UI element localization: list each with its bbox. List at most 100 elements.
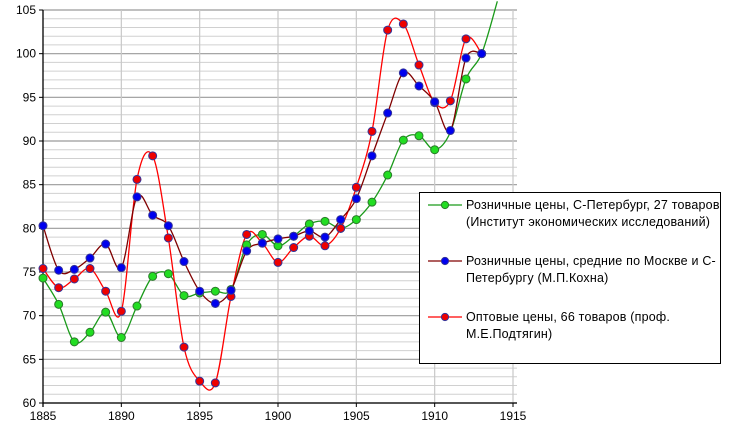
series-wholesale-point — [179, 342, 189, 352]
series-wholesale-point — [38, 264, 48, 274]
series-kokhn-retail-point — [445, 126, 455, 136]
series-wholesale-point — [445, 96, 455, 106]
series-kokhn-retail-point — [430, 97, 440, 107]
series-wholesale-point — [69, 274, 79, 284]
series-spb-retail-point — [38, 273, 48, 283]
series-spb-retail-point — [430, 145, 440, 155]
series-kokhn-retail-point — [85, 253, 95, 263]
series-kokhn-retail-point — [132, 192, 142, 202]
y-tick-label: 65 — [23, 352, 37, 366]
series-wholesale-point — [242, 229, 252, 239]
series-markers — [38, 19, 487, 388]
series-spb-retail-point — [383, 170, 393, 180]
series-kokhn-retail-point — [179, 257, 189, 267]
series-kokhn-retail-point — [54, 265, 64, 275]
series-wholesale-point — [163, 233, 173, 243]
series-wholesale-point — [195, 376, 205, 386]
x-tick-label: 1895 — [186, 409, 213, 423]
series-kokhn-retail-point — [320, 232, 330, 242]
series-spb-retail-point — [69, 337, 79, 347]
series-kokhn-retail-point — [304, 226, 314, 236]
series-spb-retail-point — [351, 215, 361, 225]
x-tick-label: 1910 — [421, 409, 448, 423]
series-kokhn-retail-point — [273, 234, 283, 244]
series-kokhn-retail-point — [69, 264, 79, 274]
axes: 60 65 70 75 80 85 90 95 100 105 1885 1890 1895 1900 19… — [16, 3, 527, 423]
series-kokhn-retail-point — [414, 81, 424, 91]
y-tick-label: 85 — [23, 178, 37, 192]
series-kokhn-retail-point — [336, 215, 346, 225]
legend-item-kokhn-retail: Розничные цены, средние по Москве и С-Пе… — [428, 253, 721, 287]
series-kokhn-retail-point — [242, 246, 252, 256]
series-kokhn-retail-point — [148, 210, 158, 220]
y-tick-label: 105 — [16, 3, 36, 17]
series-kokhn-retail-point — [226, 285, 236, 295]
series-wholesale-point — [367, 126, 377, 136]
series-kokhn-retail-point — [210, 298, 220, 308]
legend-label: Оптовые цены, 66 товаров (проф. М.Е.Подт… — [466, 310, 671, 341]
x-tick-label: 1915 — [500, 409, 527, 423]
series-spb-retail-point — [101, 307, 111, 317]
series-spb-retail-point — [163, 269, 173, 279]
series-spb-retail-point — [85, 327, 95, 337]
series-wholesale-point — [148, 151, 158, 161]
series-spb-retail-point — [257, 229, 267, 239]
series-kokhn-retail-point — [38, 221, 48, 231]
series-wholesale-point — [132, 174, 142, 184]
series-wholesale-point — [336, 223, 346, 233]
series-kokhn-retail-point — [289, 231, 299, 241]
series-kokhn-retail-point — [195, 286, 205, 296]
series-wholesale-point — [398, 19, 408, 29]
series-spb-retail-point — [461, 74, 471, 84]
series-wholesale-point — [273, 257, 283, 267]
series-kokhn-retail-point — [163, 221, 173, 231]
y-tick-label: 95 — [23, 90, 37, 104]
legend-marker-green — [428, 200, 462, 210]
y-tick-label: 75 — [23, 265, 37, 279]
series-wholesale-point — [54, 283, 64, 293]
x-tick-label: 1900 — [265, 409, 292, 423]
legend: Розничные цены, С-Петербург, 27 товаров … — [419, 192, 721, 364]
series-wholesale-point — [210, 378, 220, 388]
series-kokhn-retail-point — [257, 238, 267, 248]
series-kokhn-retail-point — [477, 49, 487, 59]
x-tick-label: 1890 — [108, 409, 135, 423]
y-tick-label: 60 — [23, 396, 37, 410]
series-wholesale-point — [414, 60, 424, 70]
series-spb-retail-point — [398, 135, 408, 145]
y-tick-label: 100 — [16, 47, 36, 61]
series-kokhn-retail-point — [383, 108, 393, 118]
series-wholesale-point — [85, 264, 95, 274]
legend-label: Розничные цены, средние по Москве и С-Пе… — [466, 254, 716, 285]
legend-label: Розничные цены, С-Петербург, 27 товаров … — [466, 198, 720, 229]
x-tick-label: 1905 — [343, 409, 370, 423]
series-wholesale-point — [383, 25, 393, 35]
series-spb-retail-point — [132, 301, 142, 311]
series-kokhn-retail-point — [101, 239, 111, 249]
y-tick-label: 90 — [23, 134, 37, 148]
series-spb-retail-point — [320, 216, 330, 226]
series-kokhn-retail-point — [116, 263, 126, 273]
series-spb-retail-point — [367, 197, 377, 207]
series-kokhn-retail-point — [367, 151, 377, 161]
x-tick-label: 1885 — [30, 409, 57, 423]
series-spb-retail-point — [148, 271, 158, 281]
series-wholesale-point — [289, 243, 299, 253]
series-wholesale-line — [42, 17, 483, 391]
legend-item-wholesale: Оптовые цены, 66 товаров (проф. М.Е.Подт… — [428, 309, 721, 343]
y-tick-label: 80 — [23, 221, 37, 235]
legend-marker-red — [428, 312, 462, 322]
series-wholesale-point — [116, 306, 126, 316]
series-kokhn-retail-point — [351, 194, 361, 204]
series-kokhn-retail-point — [398, 68, 408, 78]
series-spb-retail-point — [414, 131, 424, 141]
legend-marker-blue — [428, 256, 462, 266]
y-tick-label: 70 — [23, 309, 37, 323]
series-wholesale-point — [320, 241, 330, 251]
series-wholesale-point — [461, 34, 471, 44]
series-spb-retail-point — [116, 333, 126, 342]
series-wholesale-point — [351, 182, 361, 192]
series-wholesale-point — [101, 286, 111, 296]
series-spb-retail-point — [210, 286, 220, 296]
series-kokhn-retail-point — [461, 53, 471, 63]
